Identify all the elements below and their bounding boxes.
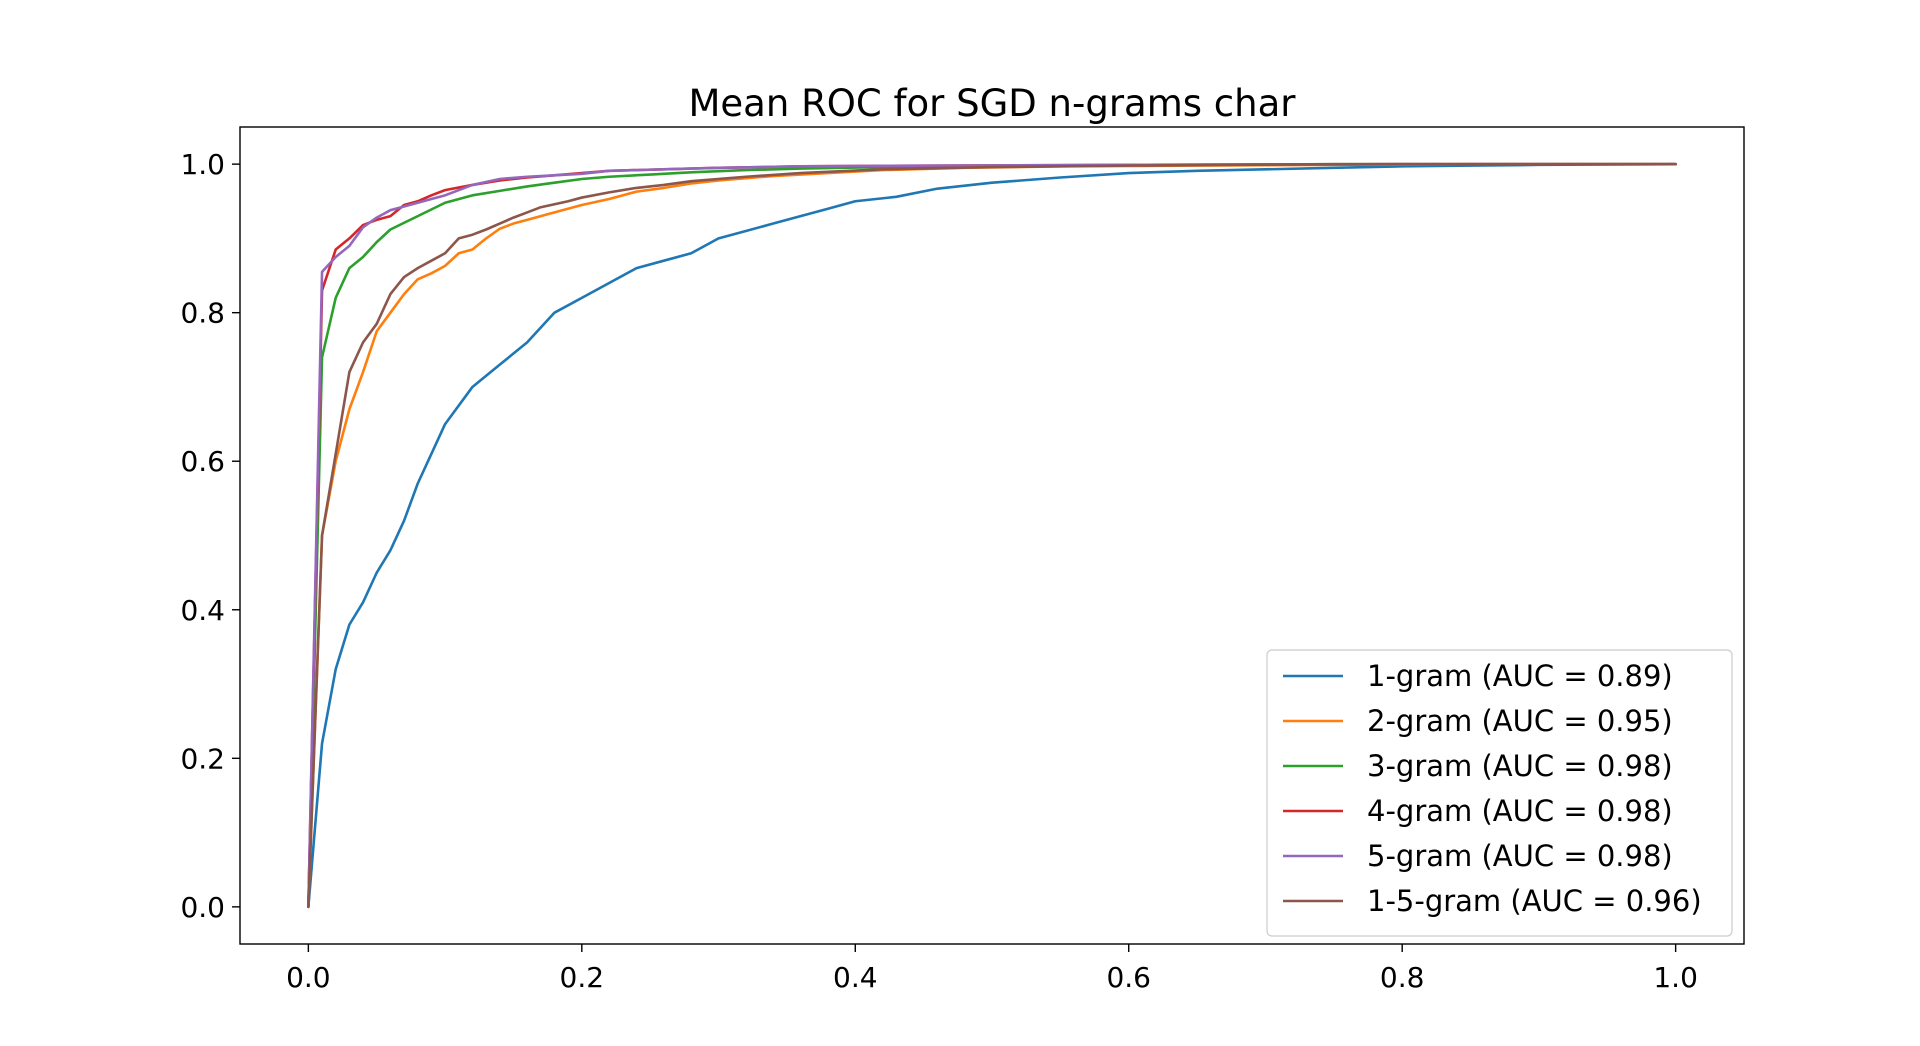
chart-title: Mean ROC for SGD n-grams char xyxy=(689,82,1297,125)
legend-label: 5-gram (AUC = 0.98) xyxy=(1367,839,1673,873)
x-tick-label: 0.2 xyxy=(560,961,605,994)
x-tick-label: 0.0 xyxy=(286,961,331,994)
plot-lines xyxy=(307,162,1677,909)
legend-label: 1-5-gram (AUC = 0.96) xyxy=(1367,884,1702,918)
y-tick-label: 0.4 xyxy=(180,594,225,627)
x-axis: 0.0 0.2 0.4 0.6 0.8 1.0 xyxy=(286,944,1698,994)
legend-label: 2-gram (AUC = 0.95) xyxy=(1367,704,1673,738)
legend-label: 4-gram (AUC = 0.98) xyxy=(1367,794,1673,828)
y-axis: 0.0 0.2 0.4 0.6 0.8 1.0 xyxy=(180,148,240,924)
x-tick-label: 0.4 xyxy=(833,961,878,994)
y-tick-label: 0.8 xyxy=(180,297,225,330)
x-tick-label: 1.0 xyxy=(1653,961,1698,994)
legend-label: 3-gram (AUC = 0.98) xyxy=(1367,749,1673,783)
series-line-6 xyxy=(307,162,1677,909)
x-tick-label: 0.6 xyxy=(1106,961,1151,994)
y-tick-label: 1.0 xyxy=(180,148,225,181)
x-tick-label: 0.8 xyxy=(1380,961,1425,994)
legend-label: 1-gram (AUC = 0.89) xyxy=(1367,659,1673,693)
plot-frame xyxy=(239,126,1745,945)
y-tick-label: 0.6 xyxy=(180,445,225,478)
legend: 1-gram (AUC = 0.89) 2-gram (AUC = 0.95) 3-… xyxy=(1266,649,1733,937)
legend-box xyxy=(1266,649,1733,937)
series-line-1 xyxy=(307,162,1677,909)
y-tick-label: 0.2 xyxy=(180,742,225,775)
y-tick-label: 0.0 xyxy=(180,891,225,924)
series-line-5 xyxy=(307,162,1677,909)
